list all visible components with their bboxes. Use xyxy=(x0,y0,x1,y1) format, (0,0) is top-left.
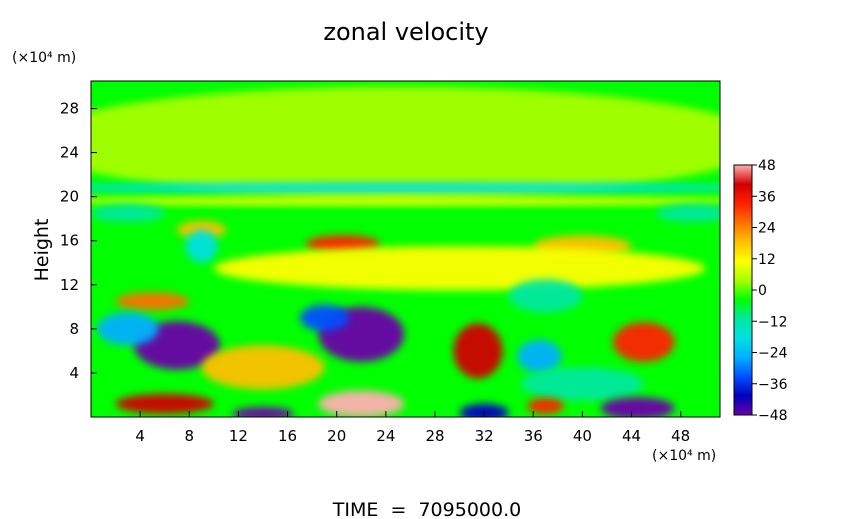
plot-frame xyxy=(90,80,721,418)
heatmap-cell xyxy=(656,204,720,223)
heatmap-cell xyxy=(318,390,405,417)
y-tick-label: 16 xyxy=(60,232,79,250)
y-tick-label: 28 xyxy=(60,100,79,118)
x-tick-label: 20 xyxy=(327,427,346,445)
heatmap-cell xyxy=(453,323,503,379)
heatmap-cell xyxy=(97,312,159,346)
heatmap-cell xyxy=(185,229,218,263)
time-footer: TIME = 7095000.0 xyxy=(332,499,521,519)
heatmap-fields xyxy=(91,86,720,417)
y-tick-label: 20 xyxy=(60,188,79,206)
y-tick-label: 12 xyxy=(60,276,79,294)
x-axis: 4 8 12 16 20 24 28 32 36 40 44 48 xyxy=(135,411,690,445)
colorbar-tick-label: 0 xyxy=(758,283,767,299)
x-tick-label: 24 xyxy=(376,427,395,445)
heatmap-cell xyxy=(91,204,165,223)
colorbar-tick-label: −12 xyxy=(758,314,788,330)
y-axis: 4 8 12 16 20 24 28 xyxy=(60,100,97,382)
colorbar-tick-label: 36 xyxy=(758,189,776,205)
heatmap-cell xyxy=(91,196,720,206)
heatmap-cell xyxy=(527,398,564,414)
heatmap-cell xyxy=(232,407,294,417)
colorbar-tick-label: −24 xyxy=(758,346,788,362)
x-tick-label: 48 xyxy=(671,427,690,445)
colorbar-tick-label: 24 xyxy=(758,221,776,237)
x-tick-label: 28 xyxy=(425,427,444,445)
heatmap-cell xyxy=(459,403,509,417)
y-tick-label: 4 xyxy=(69,364,79,382)
x-unit-label: (×10⁴ m) xyxy=(652,448,716,464)
colorbar-gradient xyxy=(733,164,753,416)
heatmap-cell xyxy=(613,322,675,362)
heatmap-cell xyxy=(115,393,214,414)
heatmap-cell xyxy=(520,367,644,401)
colorbar-ticks: 48 36 24 12 0 −12 −24 −36 −48 xyxy=(752,158,788,424)
chart-title: zonal velocity xyxy=(323,18,488,46)
heatmap-cell xyxy=(91,182,720,194)
heatmap-area xyxy=(90,80,721,418)
x-tick-label: 44 xyxy=(622,427,641,445)
x-tick-label: 40 xyxy=(573,427,592,445)
colorbar-tick-label: −36 xyxy=(758,377,788,393)
x-tick-label: 12 xyxy=(229,427,248,445)
colorbar-tick-label: −48 xyxy=(758,408,788,424)
colorbar-tick-label: 12 xyxy=(758,252,776,268)
x-tick-label: 8 xyxy=(185,427,195,445)
x-tick-label: 16 xyxy=(278,427,297,445)
x-tick-label: 32 xyxy=(475,427,494,445)
heatmap-cell xyxy=(115,292,190,311)
heatmap-cell xyxy=(91,86,720,197)
y-unit-label: (×10⁴ m) xyxy=(12,50,76,66)
y-tick-label: 24 xyxy=(60,144,79,162)
heatmap-cell xyxy=(508,279,583,313)
x-tick-label: 4 xyxy=(135,427,145,445)
heatmap-cell xyxy=(517,339,562,373)
y-axis-label: Height xyxy=(31,219,53,282)
heatmap-cell xyxy=(299,304,349,332)
colorbar-tick-label: 48 xyxy=(758,158,776,174)
heatmap-cell xyxy=(600,397,675,417)
heatmap-cell xyxy=(201,345,325,390)
x-tick-label: 36 xyxy=(524,427,543,445)
y-tick-label: 8 xyxy=(69,320,79,338)
heatmap-cell xyxy=(213,246,706,291)
colorbar: 48 36 24 12 0 −12 −24 −36 −48 xyxy=(733,158,788,424)
